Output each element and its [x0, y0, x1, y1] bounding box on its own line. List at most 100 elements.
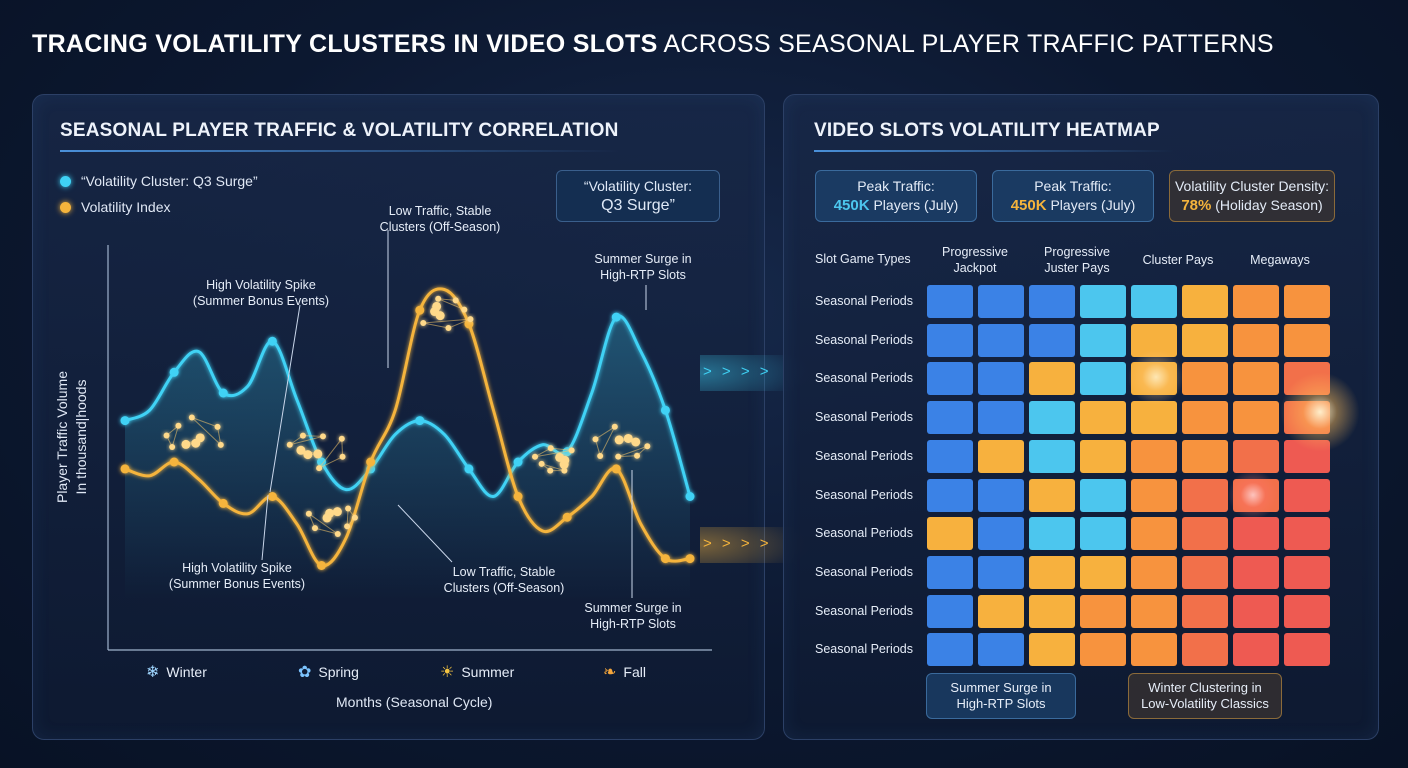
note2-l2: Low-Volatility Classics — [1141, 696, 1269, 711]
col4-l1: Megaways — [1250, 253, 1310, 267]
season-summer-label: Summer — [461, 664, 515, 680]
heatmap-col-progressive-jackpot: Progressive Jackpot — [930, 244, 1020, 276]
heatmap-cell — [1029, 439, 1075, 473]
right-title-underline — [814, 150, 1174, 152]
stat-card-peak-traffic-1: Peak Traffic: 450K Players (July) — [815, 170, 977, 222]
cluster-4-node-4 — [634, 452, 641, 459]
ann-bl-2: (Summer Bonus Events) — [168, 577, 306, 591]
cluster-0-node-2 — [188, 414, 195, 421]
cluster-2-link-2 — [448, 318, 471, 329]
heatmap-cell — [1080, 517, 1126, 551]
cyan-point-8 — [317, 457, 327, 467]
stat1-big: 450K — [833, 197, 870, 214]
cluster-2-link-5 — [423, 322, 449, 329]
stat-card-peak-traffic-2: Peak Traffic: 450K Players (July) — [992, 170, 1154, 222]
heatmap-cell — [927, 285, 973, 318]
heatmap-cell — [1182, 594, 1228, 628]
legend-swatch-orange — [60, 201, 71, 213]
heatmap-cell — [1233, 362, 1279, 396]
heatmap-cell — [1080, 401, 1126, 435]
cluster-2-link-8 — [423, 318, 471, 324]
left-title-underline — [60, 150, 620, 152]
cluster-0-link-7 — [171, 425, 179, 448]
heatmap-cell — [1080, 478, 1126, 512]
heatmap-row-label: Seasonal Periods — [815, 526, 913, 541]
cyan-point-0 — [120, 416, 130, 426]
heatmap-cell — [1080, 439, 1126, 473]
cluster-3-link-2 — [314, 527, 338, 535]
heatmap-cell — [1029, 594, 1075, 628]
page-title: TRACING VOLATILITY CLUSTERS IN VIDEO SLO… — [32, 30, 1274, 59]
cyan-point-4 — [218, 388, 228, 398]
heatmap-cell — [927, 439, 973, 473]
chart-legend: “Volatility Cluster: Q3 Surge” Volatilit… — [60, 168, 258, 220]
heatmap-cell — [978, 555, 1024, 589]
note1-l2: High-RTP Slots — [956, 696, 1046, 711]
orange-point-0 — [120, 464, 130, 474]
season-summer: ☀ Summer — [440, 662, 514, 682]
cluster-2-node-6 — [432, 301, 442, 311]
heatmap-cell — [1131, 555, 1177, 589]
heatmap-row-label: Seasonal Periods — [815, 410, 913, 425]
heatmap-cell — [1131, 439, 1177, 473]
orange-point-12 — [415, 305, 425, 315]
heatmap-cell — [1182, 401, 1228, 435]
cluster-5-node-1 — [561, 467, 568, 474]
cluster-4-node-5 — [592, 436, 599, 443]
heatmap-cell — [1182, 323, 1228, 357]
heatmap-cell — [1080, 285, 1126, 318]
y-axis-title-line2: In thousand|hoods — [73, 379, 89, 495]
heatmap-cell — [1233, 555, 1279, 589]
cluster-5-link-8 — [534, 449, 572, 458]
legend-label-cluster: “Volatility Cluster: Q3 Surge” — [81, 173, 258, 189]
heatmap-row-label: Seasonal Periods — [815, 487, 913, 502]
cluster-1-link-7 — [289, 435, 324, 446]
ann-bm-2: Clusters (Off-Season) — [443, 581, 565, 595]
cluster-4-node-2 — [597, 452, 604, 459]
heatmap-row-label: Seasonal Periods — [815, 603, 913, 618]
col3-l1: Cluster Pays — [1142, 253, 1214, 267]
cluster-3-node-5 — [311, 525, 318, 532]
heatmap-row-label: Seasonal Periods — [815, 564, 913, 579]
heatmap-row-label: Seasonal Periods — [815, 642, 913, 657]
season-spring-label: Spring — [318, 664, 359, 680]
cluster-3-node-7 — [344, 523, 351, 530]
callout-line1: “Volatility Cluster: — [583, 178, 693, 194]
cluster-3-node-1 — [345, 505, 352, 512]
cluster-2-node-1 — [435, 295, 442, 302]
cluster-3-node-2 — [334, 530, 341, 537]
cluster-1-link-2 — [341, 438, 344, 457]
snowflake-icon: ❄ — [146, 664, 160, 681]
stat3-big: 78% — [1181, 197, 1212, 214]
ann-br-1: Summer Surge in — [584, 601, 682, 615]
ann-tr-1: Summer Surge in — [594, 252, 692, 266]
col2-l1: Progressive — [1044, 245, 1110, 259]
cyan-point-12 — [415, 416, 425, 426]
y-axis-title: Player Traffic Volume In thousand|hoods — [53, 337, 91, 537]
ann-tl-1: High Volatility Spike — [206, 278, 316, 292]
season-fall: ❧ Fall — [603, 662, 646, 682]
ann-bl-1: High Volatility Spike — [182, 561, 292, 575]
annotation-leader-0 — [269, 304, 301, 493]
orange-point-22 — [660, 554, 670, 564]
heatmap-cell — [1080, 555, 1126, 589]
heatmap-cell — [1080, 594, 1126, 628]
orange-point-23 — [685, 554, 695, 564]
cluster-5-node-8 — [568, 447, 575, 454]
cluster-0-node-1 — [169, 444, 176, 451]
season-winter: ❄ Winter — [146, 662, 207, 682]
ann-tm-1: Low Traffic, Stable — [388, 204, 492, 218]
heatmap-cell — [1029, 362, 1075, 396]
cluster-5-node-4 — [547, 467, 554, 474]
cyan-point-2 — [169, 367, 179, 377]
heatmap-cell — [1233, 323, 1279, 357]
cyan-point-22 — [660, 405, 670, 415]
heatmap-cell — [978, 323, 1024, 357]
cluster-1-node-0 — [313, 449, 323, 459]
cluster-0-node-7 — [175, 422, 182, 429]
orange-point-8 — [317, 561, 327, 570]
heatmap-cell — [1233, 517, 1279, 551]
cyan-point-14 — [464, 464, 474, 474]
cluster-2-link-7 — [438, 298, 465, 311]
heatmap-cell — [1284, 517, 1330, 551]
